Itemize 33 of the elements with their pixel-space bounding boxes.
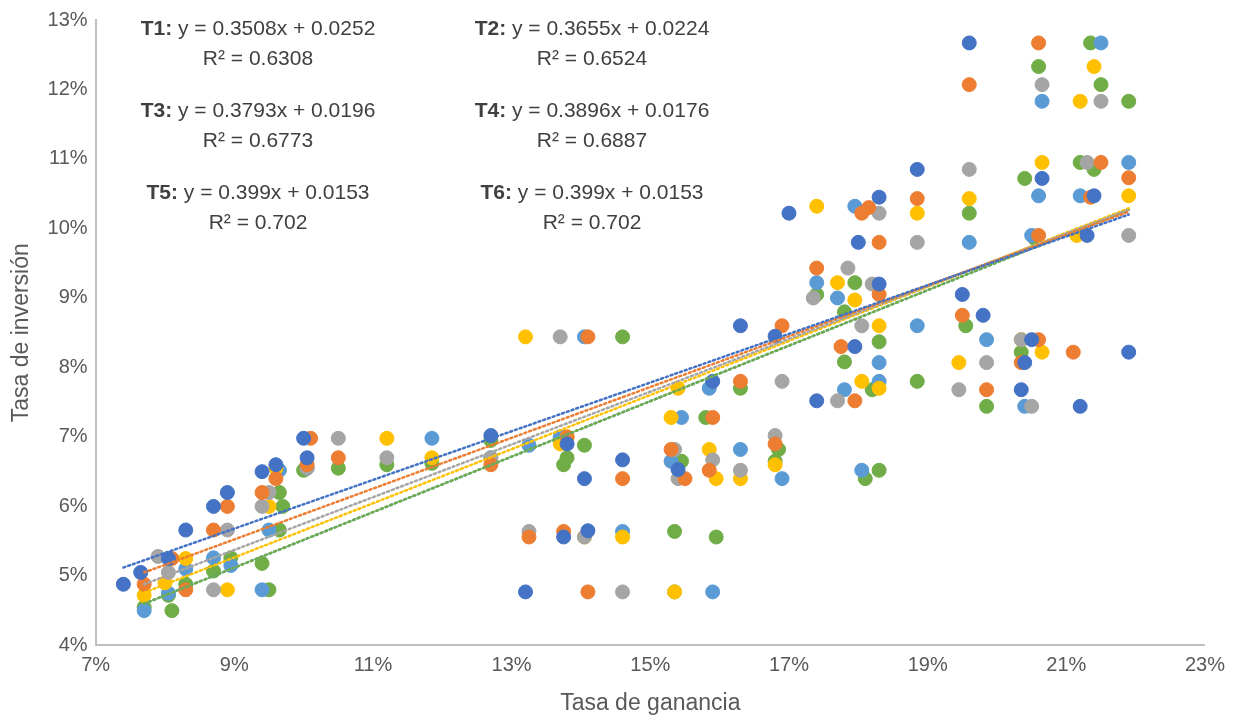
x-tick-label: 19% bbox=[907, 652, 948, 675]
x-tick-label: 9% bbox=[219, 652, 249, 675]
x-tick-label: 11% bbox=[353, 652, 393, 675]
annotation: R² = 0.6308 bbox=[202, 46, 314, 70]
x-tick-label: 17% bbox=[768, 652, 810, 675]
annotation: R² = 0.6524 bbox=[536, 46, 648, 70]
y-tick-label: 7% bbox=[58, 424, 88, 447]
y-tick-label: 9% bbox=[58, 285, 88, 308]
annotation: R² = 0.6887 bbox=[536, 128, 648, 152]
x-tick-label: 7% bbox=[81, 652, 111, 675]
x-axis-title: Tasa de ganancia bbox=[560, 688, 741, 715]
annotation: T3: y = 0.3793x + 0.0196 bbox=[140, 98, 376, 122]
x-tick-label: 15% bbox=[630, 652, 671, 675]
y-tick-label: 12% bbox=[47, 77, 88, 99]
annotation: T5: y = 0.399x + 0.0153 bbox=[146, 180, 370, 204]
y-tick-label: 11% bbox=[49, 146, 88, 169]
y-tick-label: 8% bbox=[58, 354, 88, 377]
x-tick-label: 13% bbox=[491, 652, 532, 675]
y-tick-label: 13% bbox=[47, 7, 88, 30]
annotation: R² = 0.6773 bbox=[202, 128, 314, 152]
annotation: T6: y = 0.399x + 0.0153 bbox=[480, 180, 704, 204]
annotation: R² = 0.702 bbox=[542, 210, 642, 234]
y-tick-label: 5% bbox=[58, 563, 88, 586]
annotation: T2: y = 0.3655x + 0.0224 bbox=[474, 16, 710, 40]
y-axis-title: Tasa de inversión bbox=[7, 243, 34, 423]
annotation: T1: y = 0.3508x + 0.0252 bbox=[140, 16, 376, 40]
y-tick-label: 6% bbox=[58, 493, 88, 516]
x-tick-label: 21% bbox=[1046, 652, 1087, 675]
annotation: R² = 0.702 bbox=[208, 210, 308, 234]
annotation: T4: y = 0.3896x + 0.0176 bbox=[474, 98, 710, 122]
x-tick-label: 23% bbox=[1184, 652, 1226, 675]
y-tick-label: 4% bbox=[58, 632, 88, 655]
y-tick-label: 10% bbox=[47, 215, 88, 238]
